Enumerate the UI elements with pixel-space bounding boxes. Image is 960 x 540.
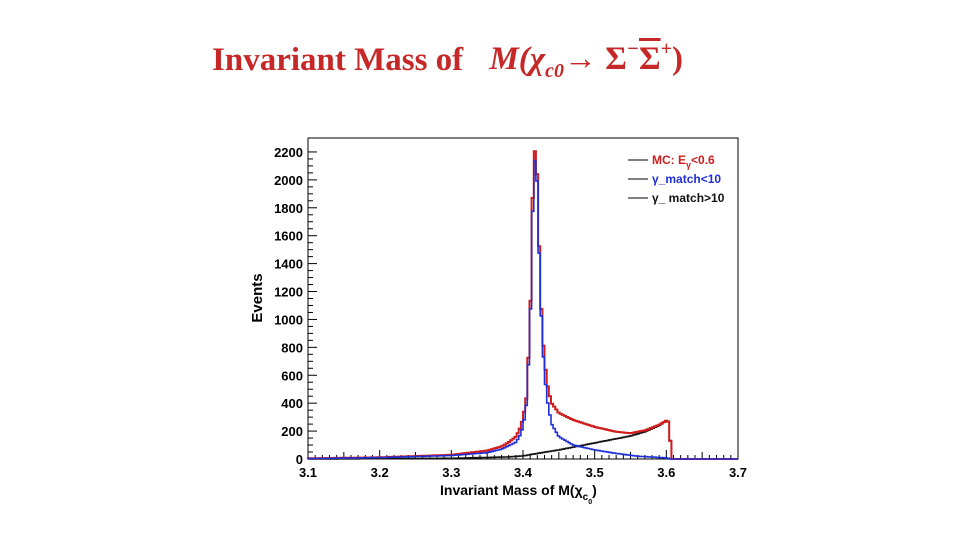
legend: MC: Eγ<0.6 γ_match<10 γ_ match>10 — [628, 153, 725, 205]
y-axis: 0 200 400 600 800 1000 1200 1400 1600 1800 2000 220… — [274, 145, 317, 467]
legend-label-2: γ_match<10 — [652, 172, 721, 186]
title-text: Invariant Mass of — [212, 42, 464, 78]
x-tick-label: 3.3 — [442, 465, 460, 480]
y-tick-label: 2200 — [274, 145, 303, 160]
x-axis: 3.1 3.2 3.3 3.4 3.5 3.6 3.7 — [299, 450, 747, 480]
formula-close: ) — [671, 41, 683, 77]
legend-label-1: MC: Eγ<0.6 — [652, 153, 715, 170]
y-tick-label: 600 — [281, 368, 303, 383]
formula-chi: χ — [529, 41, 546, 77]
y-tick-label: 800 — [281, 340, 303, 355]
y-tick-label: 1400 — [274, 257, 303, 272]
x-tick-label: 3.7 — [729, 465, 747, 480]
legend-label-text: MC: E — [652, 153, 686, 167]
x-axis-label: Invariant Mass of M(χc0) — [440, 482, 597, 506]
plot-frame — [307, 137, 739, 460]
title-formula: M(χc0→ Σ−Σ+) — [489, 38, 683, 82]
legend-label-3: γ_ match>10 — [652, 191, 725, 205]
formula-sub-c: c — [545, 60, 555, 82]
formula-sigma-bar: Σ — [638, 41, 661, 77]
histogram-series-2 — [307, 159, 738, 460]
y-tick-label: 1200 — [274, 285, 303, 300]
formula-sub-0: 0 — [554, 60, 565, 82]
y-tick-label: 1000 — [274, 312, 303, 327]
y-tick-label: 1800 — [274, 201, 303, 216]
x-tick-label: 3.4 — [514, 465, 533, 480]
x-tick-label: 3.1 — [299, 465, 317, 480]
x-tick-label: 3.2 — [371, 465, 389, 480]
legend-label-sub: γ — [686, 160, 691, 170]
y-tick-label: 1600 — [274, 229, 303, 244]
x-axis-label-sub: c — [583, 492, 589, 503]
formula-open: ( — [518, 41, 530, 77]
legend-label-text: γ_ match>10 — [652, 191, 725, 205]
y-tick-label: 0 — [296, 452, 303, 467]
y-axis-label: Events — [249, 273, 266, 322]
x-axis-label-close: ) — [592, 482, 597, 498]
y-tick-label: 400 — [281, 396, 303, 411]
x-tick-label: 3.6 — [657, 465, 675, 480]
formula-sub: c0 — [545, 60, 564, 82]
formula-m: M — [489, 41, 519, 77]
series-layer — [307, 150, 738, 460]
x-tick-label: 3.5 — [586, 465, 604, 480]
legend-label-suffix: <0.6 — [691, 153, 715, 167]
x-axis-label-text: Invariant Mass of M(χ — [440, 482, 583, 498]
x-axis-label-subsub: 0 — [588, 499, 592, 506]
legend-label-text: γ_match<10 — [652, 172, 721, 186]
y-tick-label: 2000 — [274, 173, 303, 188]
formula-minus: − — [626, 38, 639, 60]
slide-title: Invariant Mass of M(χc0→ Σ−Σ+) — [212, 38, 683, 94]
y-tick-label: 200 — [281, 424, 303, 439]
formula-arrow: → Σ — [564, 41, 627, 77]
formula-plus: + — [660, 38, 672, 60]
